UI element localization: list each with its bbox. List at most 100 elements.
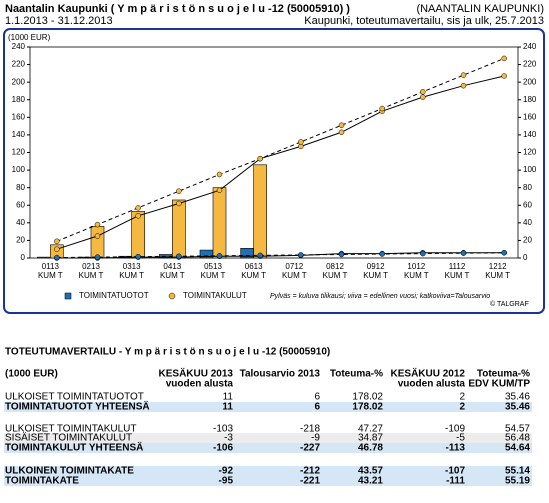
y-tick-label: 80 bbox=[16, 183, 25, 192]
bar bbox=[212, 187, 227, 259]
x-tick-suffix: KUM T bbox=[241, 271, 266, 280]
y2-tick-label: 220 bbox=[523, 60, 537, 69]
table-cell: 43.21 bbox=[358, 476, 383, 487]
table-cell: 46.78 bbox=[358, 443, 383, 454]
table-cell: 54.64 bbox=[505, 443, 530, 454]
y2-tick-label: 160 bbox=[523, 112, 537, 121]
y-tick-label: 140 bbox=[12, 130, 26, 139]
table-cell: 56.48 bbox=[505, 433, 530, 444]
line-marker bbox=[420, 89, 426, 95]
x-tick-suffix: KUM T bbox=[201, 271, 226, 280]
table-cell: ULKOISET TOIMINTAKULUT bbox=[5, 424, 137, 435]
line-marker bbox=[420, 94, 426, 100]
line-marker bbox=[176, 188, 182, 194]
y2-tick-label: 140 bbox=[523, 130, 537, 139]
line-marker bbox=[338, 251, 345, 258]
row-background bbox=[4, 443, 532, 453]
y2-tick-label: 0 bbox=[523, 253, 528, 262]
table-cell: -113 bbox=[446, 443, 466, 454]
table-cell: 47.27 bbox=[358, 424, 383, 435]
header-title: Naantalin Kaupunki ( Y m p ä r i s t ö n… bbox=[5, 3, 350, 15]
table-cell: -227 bbox=[300, 443, 320, 454]
line-marker bbox=[54, 254, 60, 261]
chart-frame bbox=[3, 28, 545, 314]
table-cell: -106 bbox=[213, 443, 233, 454]
table-cell: 43.57 bbox=[358, 466, 383, 477]
table-cell: 55.14 bbox=[505, 466, 530, 477]
line-marker bbox=[54, 238, 60, 245]
line-marker bbox=[460, 250, 467, 256]
x-tick-label: 1112 bbox=[449, 262, 466, 271]
line-marker bbox=[460, 72, 467, 78]
x-tick-suffix: KUM T bbox=[363, 271, 388, 280]
x-tick-label: 0513 bbox=[204, 262, 222, 271]
table-cell: TOIMINTATUOTOT YHTEENSÄ bbox=[5, 400, 150, 413]
legend-note: Pylväs = kuluva tilikausi; viiva = edell… bbox=[270, 293, 490, 300]
table-cell: 2 bbox=[459, 392, 465, 403]
line-marker bbox=[176, 253, 182, 259]
line-marker bbox=[257, 155, 263, 162]
line-marker bbox=[420, 250, 426, 257]
table-cell: 11 bbox=[223, 392, 234, 403]
bar bbox=[90, 226, 105, 259]
legend-swatch bbox=[64, 292, 72, 300]
legend-label: TOIMINTATUOTOT bbox=[79, 291, 149, 300]
table-cell: SISÄISET TOIMINTAKULUT bbox=[5, 432, 132, 444]
column-header: KESÄKUU 2013 bbox=[159, 367, 234, 380]
table-cell: -221 bbox=[300, 476, 320, 487]
y-tick-label: 160 bbox=[12, 112, 26, 121]
copyright: © TALGRAF bbox=[490, 300, 529, 308]
line-marker bbox=[135, 213, 141, 219]
line-marker bbox=[298, 139, 304, 145]
line bbox=[56, 252, 505, 259]
y-tick-label: 180 bbox=[12, 95, 26, 104]
row-background bbox=[4, 433, 532, 443]
line bbox=[56, 57, 505, 242]
table-cell: 35.46 bbox=[505, 402, 530, 413]
table-cell: ULKOISET TOIMINTATUOTOT bbox=[5, 392, 144, 403]
table-cell: 34.87 bbox=[358, 433, 383, 444]
line-marker bbox=[135, 205, 141, 211]
y-tick-label: 200 bbox=[12, 77, 26, 86]
line bbox=[56, 252, 505, 259]
column-header: KESÄKUU 2012 bbox=[391, 367, 466, 380]
header-org: (NAANTALIN KAUPUNKI) bbox=[416, 3, 544, 15]
table-cell: -107 bbox=[445, 466, 465, 477]
line-marker bbox=[379, 251, 385, 257]
y-tick-label: 40 bbox=[16, 218, 25, 227]
x-tick-suffix: KUM T bbox=[485, 271, 510, 280]
line-marker bbox=[94, 254, 101, 260]
line-marker bbox=[54, 246, 60, 252]
y2-tick-label: 120 bbox=[523, 148, 537, 157]
line-marker bbox=[94, 233, 101, 239]
header-period: 1.1.2013 - 31.12.2013 bbox=[5, 15, 113, 27]
table-cell: -111 bbox=[446, 476, 465, 487]
bar bbox=[172, 199, 186, 259]
line-marker bbox=[216, 253, 223, 259]
line-marker bbox=[501, 249, 507, 256]
x-tick-label: 1012 bbox=[407, 262, 425, 271]
column-header: Talousarvio 2013 bbox=[240, 369, 321, 380]
table-cell: 178.02 bbox=[352, 402, 383, 413]
line-marker bbox=[460, 82, 467, 89]
line-marker bbox=[216, 171, 223, 178]
y2-tick-label: 20 bbox=[523, 236, 532, 245]
x-tick-label: 0613 bbox=[245, 262, 263, 271]
table-cell: -103 bbox=[213, 424, 233, 435]
y2-tick-label: 40 bbox=[523, 218, 532, 227]
x-tick-label: 0912 bbox=[367, 262, 385, 271]
x-tick-label: 0812 bbox=[326, 262, 344, 271]
line-marker bbox=[135, 253, 141, 260]
x-tick-label: 0113 bbox=[42, 262, 60, 271]
table-cell: 35.46 bbox=[505, 392, 530, 403]
table-cell: 6 bbox=[314, 402, 320, 413]
table-cell: -218 bbox=[300, 424, 320, 435]
table-cell: 11 bbox=[222, 402, 233, 413]
table-cell: TOIMINTAKULUT YHTEENSÄ bbox=[5, 441, 143, 454]
column-header: EDV KUM/TP bbox=[468, 379, 530, 390]
y-tick-label: 60 bbox=[16, 200, 25, 209]
y-tick-label: 240 bbox=[12, 42, 26, 51]
column-header: (1000 EUR) bbox=[5, 369, 58, 380]
line-marker bbox=[257, 252, 263, 259]
